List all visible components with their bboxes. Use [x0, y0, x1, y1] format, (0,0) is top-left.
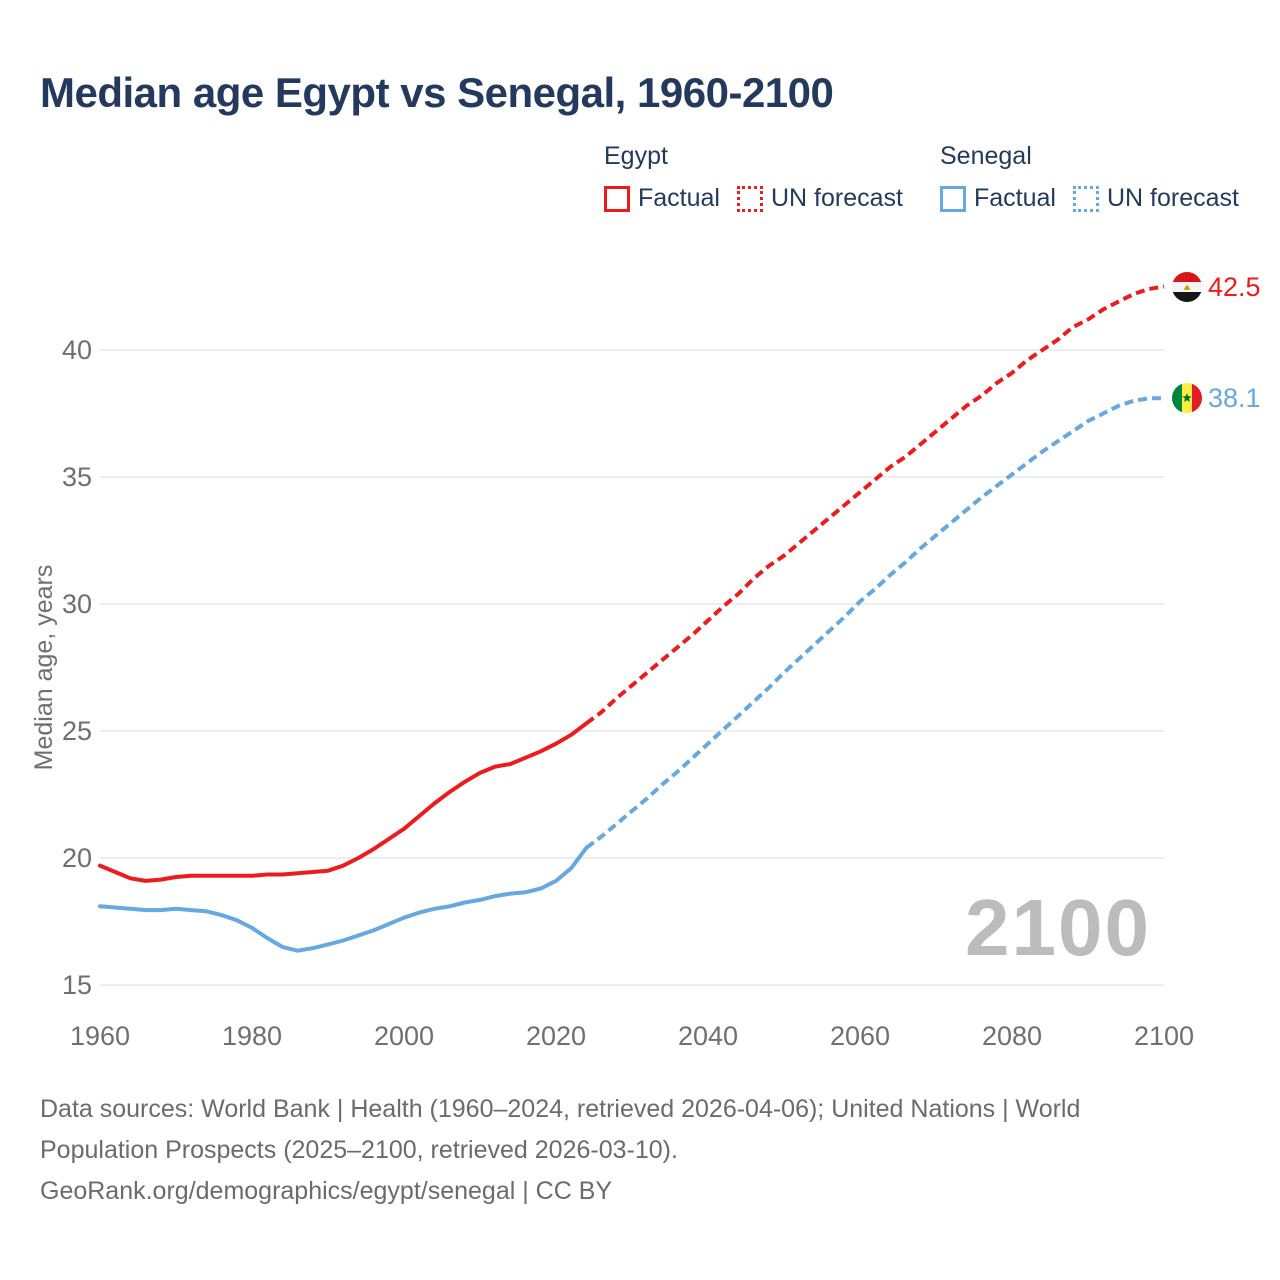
egypt-un-forecast-line [585, 284, 1165, 725]
y-tick-label-40: 40 [62, 335, 92, 365]
footer-data-sources-line2: Population Prospects (2025–2100, retriev… [40, 1136, 678, 1164]
legend-egypt-header: Egypt [604, 142, 668, 170]
legend-senegal-factual[interactable]: Factual [940, 184, 1056, 213]
legend-group-senegal: Senegal Factual UN forecast [940, 142, 1239, 213]
egypt-end-value: 42.5 [1208, 272, 1261, 302]
legend-egypt-factual-label: Factual [638, 184, 720, 212]
x-tick-label-2020: 2020 [526, 1021, 586, 1051]
legend-egypt-forecast[interactable]: UN forecast [736, 184, 903, 213]
y-tick-label-30: 30 [62, 589, 92, 619]
legend-egypt-forecast-label: UN forecast [770, 184, 903, 212]
senegal-forecast-swatch-icon [1072, 185, 1099, 212]
senegal-end-label: 38.1 [1172, 383, 1261, 413]
senegal-un-forecast-line [585, 396, 1164, 850]
legend-senegal-forecast-label: UN forecast [1106, 184, 1239, 212]
senegal-flag-icon [1172, 383, 1202, 413]
legend-egypt-factual[interactable]: Factual [604, 184, 720, 213]
legend-senegal-header: Senegal [940, 142, 1032, 170]
legend-senegal-factual-label: Factual [974, 184, 1056, 212]
watermark-year: 2100 [965, 883, 1151, 972]
y-axis-label: Median age, years [30, 565, 58, 771]
y-tick-label-35: 35 [62, 462, 92, 492]
egypt-forecast-swatch-icon [736, 185, 763, 212]
y-tick-label-15: 15 [62, 970, 92, 1000]
footer-attribution[interactable]: GeoRank.org/demographics/egypt/senegal |… [40, 1177, 613, 1205]
x-tick-label-2000: 2000 [374, 1021, 434, 1051]
x-tick-label-2080: 2080 [982, 1021, 1042, 1051]
page-title: Median age Egypt vs Senegal, 1960-2100 [40, 69, 834, 116]
egypt-end-label: 42.5 [1172, 272, 1261, 302]
y-tick-label-25: 25 [62, 716, 92, 746]
egypt-factual-line [98, 721, 589, 883]
egypt-flag-icon [1172, 272, 1202, 302]
senegal-factual-swatch-icon [940, 185, 966, 212]
footer: Data sources: World Bank | Health (1960–… [40, 1089, 1080, 1212]
x-tick-label-2100: 2100 [1134, 1021, 1194, 1051]
senegal-factual-line [98, 845, 589, 953]
egypt-factual-swatch-icon [604, 185, 630, 212]
footer-data-sources-line1: Data sources: World Bank | Health (1960–… [40, 1095, 1081, 1123]
x-tick-label-1960: 1960 [70, 1021, 130, 1051]
x-tick-label-2040: 2040 [678, 1021, 738, 1051]
x-tick-label-1980: 1980 [222, 1021, 282, 1051]
legend: Egypt Factual UN forecast Senegal Factua… [604, 142, 1239, 213]
legend-group-egypt: Egypt Factual UN forecast [604, 142, 940, 213]
x-tick-label-2060: 2060 [830, 1021, 890, 1051]
senegal-end-value: 38.1 [1208, 383, 1261, 413]
legend-senegal-forecast[interactable]: UN forecast [1072, 184, 1239, 213]
y-tick-label-20: 20 [62, 843, 92, 873]
